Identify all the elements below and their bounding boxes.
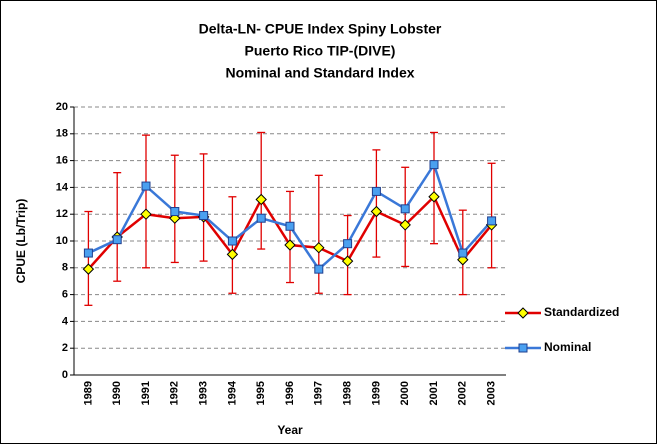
chart-title: Delta-LN- CPUE Index Spiny Lobster bbox=[199, 21, 442, 37]
y-tick-label: 0 bbox=[62, 369, 68, 381]
legend-label: Nominal bbox=[544, 340, 591, 354]
marker bbox=[399, 219, 411, 231]
legend-marker bbox=[517, 307, 529, 319]
marker bbox=[400, 204, 410, 214]
marker bbox=[227, 236, 237, 246]
y-tick-label: 20 bbox=[56, 101, 68, 113]
marker bbox=[255, 193, 267, 206]
marker bbox=[313, 241, 325, 254]
x-tick-label: 1993 bbox=[198, 381, 210, 405]
legend-marker bbox=[518, 343, 528, 353]
marker bbox=[170, 207, 180, 217]
marker bbox=[285, 221, 295, 231]
marker bbox=[314, 264, 324, 274]
x-tick-label: 2000 bbox=[399, 381, 411, 405]
marker bbox=[140, 208, 152, 220]
x-tick-label: 1998 bbox=[342, 381, 354, 405]
marker bbox=[341, 255, 354, 267]
x-tick-label: 2001 bbox=[428, 381, 440, 405]
marker bbox=[370, 205, 383, 218]
y-tick-label: 8 bbox=[62, 262, 68, 274]
x-tick-label: 1991 bbox=[140, 381, 152, 405]
y-tick-label: 10 bbox=[56, 235, 68, 247]
marker bbox=[256, 213, 266, 223]
marker bbox=[487, 216, 497, 226]
marker bbox=[82, 263, 95, 275]
marker bbox=[284, 239, 296, 251]
marker bbox=[141, 181, 151, 191]
x-tick-label: 1994 bbox=[226, 380, 238, 405]
y-tick-label: 2 bbox=[62, 342, 68, 354]
y-tick-label: 14 bbox=[56, 181, 69, 193]
x-tick-label: 2002 bbox=[457, 381, 469, 405]
x-tick-label: 1997 bbox=[313, 381, 325, 405]
y-tick-label: 12 bbox=[56, 208, 68, 220]
marker bbox=[371, 186, 381, 196]
x-tick-label: 1999 bbox=[370, 381, 382, 405]
y-tick-label: 4 bbox=[62, 315, 69, 327]
marker bbox=[226, 248, 239, 261]
chart-title: Nominal and Standard Index bbox=[225, 65, 414, 81]
marker bbox=[458, 248, 468, 258]
x-tick-label: 2003 bbox=[486, 381, 498, 405]
x-tick-label: 1990 bbox=[111, 381, 123, 405]
y-axis-label: CPUE (Lb/Trip) bbox=[14, 199, 28, 284]
x-axis-label: Year bbox=[277, 423, 303, 437]
legend-label: Standardized bbox=[544, 305, 619, 319]
marker bbox=[83, 248, 93, 258]
marker bbox=[428, 191, 440, 203]
y-tick-label: 18 bbox=[56, 128, 68, 140]
x-tick-label: 1989 bbox=[82, 381, 94, 405]
x-tick-label: 1992 bbox=[169, 381, 181, 405]
x-tick-label: 1995 bbox=[255, 381, 267, 405]
x-tick-label: 1996 bbox=[284, 381, 296, 405]
marker bbox=[343, 239, 353, 249]
y-tick-label: 6 bbox=[62, 289, 68, 301]
marker bbox=[112, 235, 122, 245]
chart-title: Puerto Rico TIP-(DIVE) bbox=[245, 43, 396, 59]
marker bbox=[199, 211, 209, 221]
y-tick-label: 16 bbox=[56, 155, 68, 167]
marker bbox=[429, 160, 439, 170]
